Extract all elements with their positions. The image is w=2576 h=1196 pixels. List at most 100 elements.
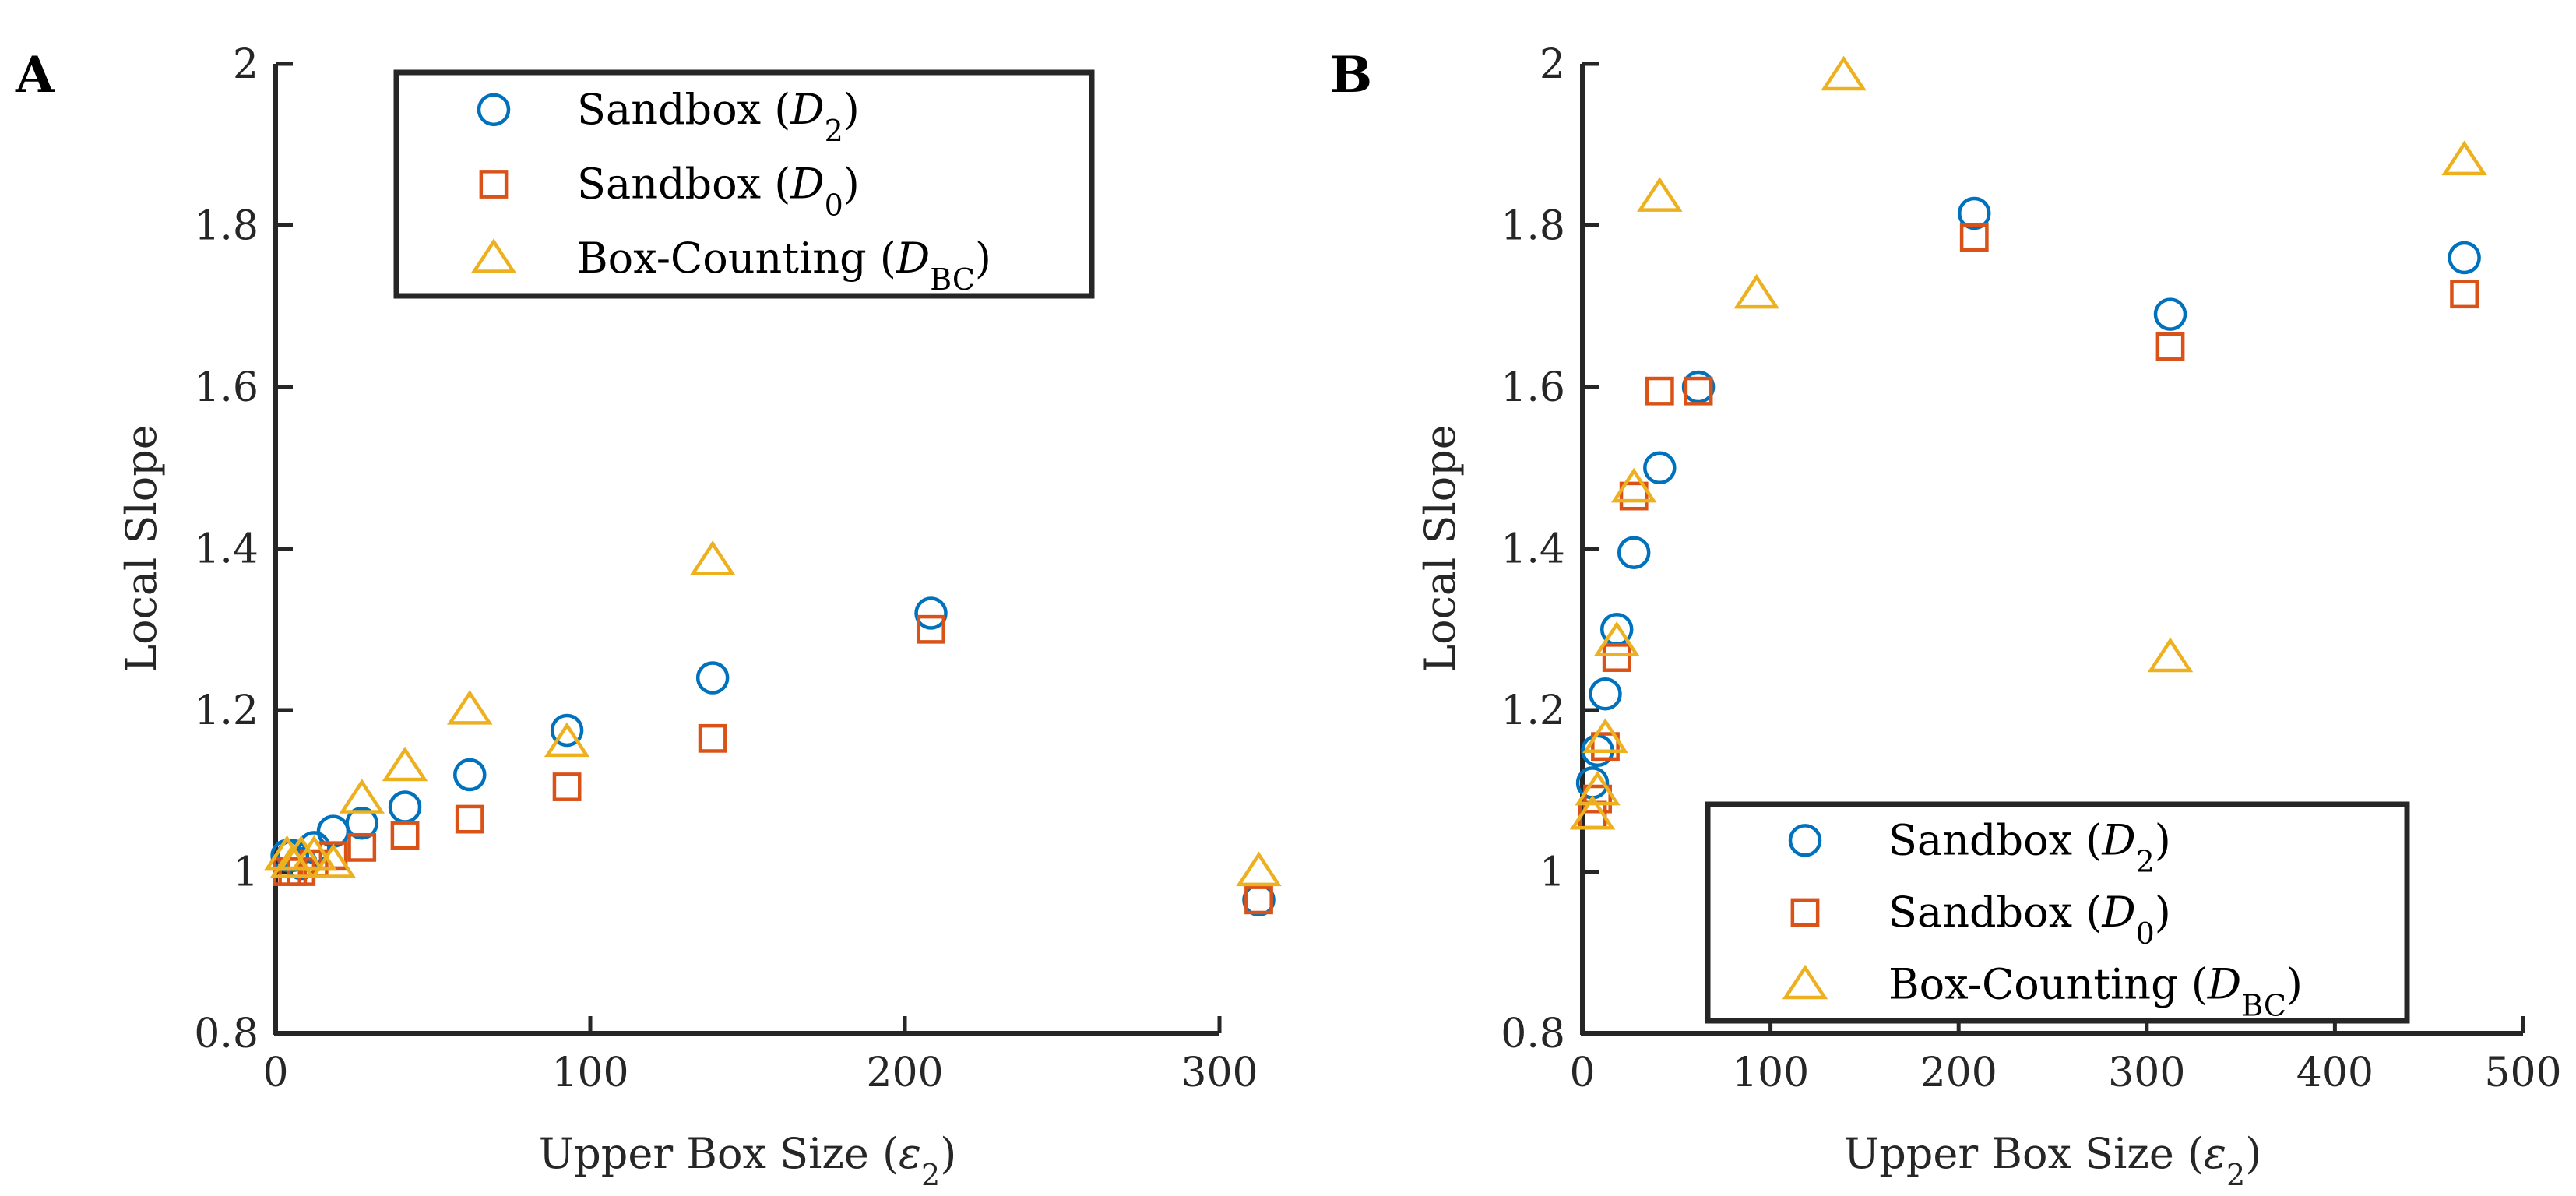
data-point-triangle <box>544 722 590 758</box>
y-tick-label: 1.6 <box>1501 364 1565 411</box>
data-point-circle <box>1589 677 1622 711</box>
series-square <box>273 614 1273 915</box>
y-tick-label: 1.8 <box>1501 203 1565 250</box>
data-point-circle <box>1681 370 1716 404</box>
data-point-circle <box>345 807 378 840</box>
panel-letter: B <box>1330 46 1372 104</box>
x-tick-label: 100 <box>551 1050 628 1096</box>
series-triangle <box>264 540 1282 887</box>
legend-entry-label: Sandbox (D2) <box>1888 815 2171 878</box>
data-point-square <box>2450 280 2479 309</box>
y-tick-label: 1.8 <box>194 203 259 250</box>
data-point-circle <box>1242 883 1276 917</box>
x-tick-label: 300 <box>2108 1050 2185 1096</box>
data-point-triangle <box>2147 637 2194 673</box>
legend-entry-label: Sandbox (D2) <box>577 85 860 148</box>
data-point-square <box>698 723 727 753</box>
data-point-circle <box>2448 241 2481 275</box>
data-point-square <box>347 832 377 862</box>
data-point-square <box>1602 643 1631 672</box>
x-axis-label: Upper Box Size (ε2) <box>539 1129 957 1192</box>
legend-marker-triangle <box>1782 964 1828 1000</box>
legend-marker-circle <box>1788 824 1822 857</box>
data-point-square <box>390 821 420 850</box>
data-point-circle <box>550 713 584 748</box>
y-tick-label: 1.2 <box>194 688 259 734</box>
data-point-square <box>1645 376 1674 406</box>
data-point-triangle <box>310 843 357 878</box>
y-tick-label: 1.4 <box>194 526 259 573</box>
legend-entry-label: Box-Counting (DBC) <box>1888 960 2303 1023</box>
data-point-circle <box>914 596 948 630</box>
x-tick-label: 400 <box>2296 1050 2374 1096</box>
data-point-circle <box>1958 196 1991 230</box>
data-point-square <box>1684 376 1713 406</box>
x-tick-label: 500 <box>2484 1050 2561 1096</box>
data-point-square <box>1619 481 1649 511</box>
legend-marker-triangle <box>470 238 517 273</box>
data-point-triangle <box>1610 467 1657 503</box>
data-point-square <box>1583 784 1612 814</box>
legend-marker-square <box>479 170 509 199</box>
data-point-triangle <box>1636 177 1683 212</box>
data-point-square <box>1244 885 1273 915</box>
legend: Sandbox (D2) Sandbox (D0) Box-Counting (DB… <box>393 69 1095 299</box>
data-point-square <box>1591 732 1620 762</box>
x-tick-label: 200 <box>1920 1050 1997 1096</box>
data-point-triangle <box>1582 718 1628 753</box>
x-tick-label: 300 <box>1181 1050 1258 1096</box>
data-point-triangle <box>2441 140 2487 176</box>
y-axis-label: Local Slope <box>1416 424 1465 673</box>
data-point-square <box>917 614 945 644</box>
data-point-square <box>455 804 484 834</box>
data-point-triangle <box>1593 621 1640 656</box>
y-tick-label: 1.6 <box>194 364 259 411</box>
legend-entry-label: Sandbox (D0) <box>1888 888 2171 951</box>
data-point-circle <box>453 758 487 792</box>
legend: Sandbox (D2) Sandbox (D0) Box-Counting (DB… <box>1705 801 2410 1024</box>
data-point-triangle <box>1236 851 1282 887</box>
legend-marker-square <box>1790 898 1820 927</box>
series-circle <box>1575 196 2481 800</box>
data-point-triangle <box>339 779 385 814</box>
x-axis-label: Upper Box Size (ε2) <box>1844 1129 2262 1192</box>
data-point-triangle <box>382 746 428 782</box>
legend-marker-circle <box>477 93 511 127</box>
legend-box <box>393 69 1095 299</box>
series-triangle <box>1569 55 2487 830</box>
y-tick-label: 1.2 <box>1501 688 1565 734</box>
data-point-triangle <box>446 690 493 725</box>
data-point-triangle <box>1569 794 1616 830</box>
data-point-triangle <box>1733 273 1780 309</box>
y-tick-label: 1 <box>233 850 259 896</box>
data-point-circle <box>2153 297 2187 331</box>
legend-entry-label: Sandbox (D0) <box>577 160 860 223</box>
y-tick-label: 0.8 <box>1501 1011 1565 1057</box>
x-tick-label: 0 <box>1569 1050 1595 1096</box>
panel-a: A 0.8 1 1.2 1.4 1.6 1.8 2 0 100 200 300 Upper Box Si… <box>15 41 1282 1192</box>
y-tick-label: 2 <box>233 41 259 88</box>
panel-letter: A <box>15 46 55 104</box>
y-tick-label: 0.8 <box>194 1011 259 1057</box>
y-tick-label: 1.4 <box>1501 526 1565 573</box>
x-tick-label: 200 <box>866 1050 943 1096</box>
data-point-square <box>552 772 582 801</box>
data-point-triangle <box>1821 55 1867 91</box>
data-point-circle <box>1643 451 1677 484</box>
y-tick-label: 1 <box>1540 850 1565 896</box>
data-point-triangle <box>290 835 337 871</box>
data-point-triangle <box>1575 770 1621 806</box>
panel-b: B 0.8 1 1.2 1.4 1.6 1.8 2 0 100 200 300 400 500 Upper … <box>1330 41 2562 1192</box>
series-circle <box>270 596 1276 917</box>
series-square <box>1578 223 2479 830</box>
data-point-square <box>2155 332 2185 361</box>
data-point-triangle <box>689 540 736 575</box>
x-tick-label: 100 <box>1732 1050 1809 1096</box>
legend-entry-label: Box-Counting (DBC) <box>577 234 991 297</box>
data-point-triangle <box>269 843 316 878</box>
data-point-circle <box>695 661 730 695</box>
data-point-circle <box>1617 536 1651 569</box>
x-tick-label: 0 <box>262 1050 288 1096</box>
legend-box <box>1705 801 2410 1024</box>
